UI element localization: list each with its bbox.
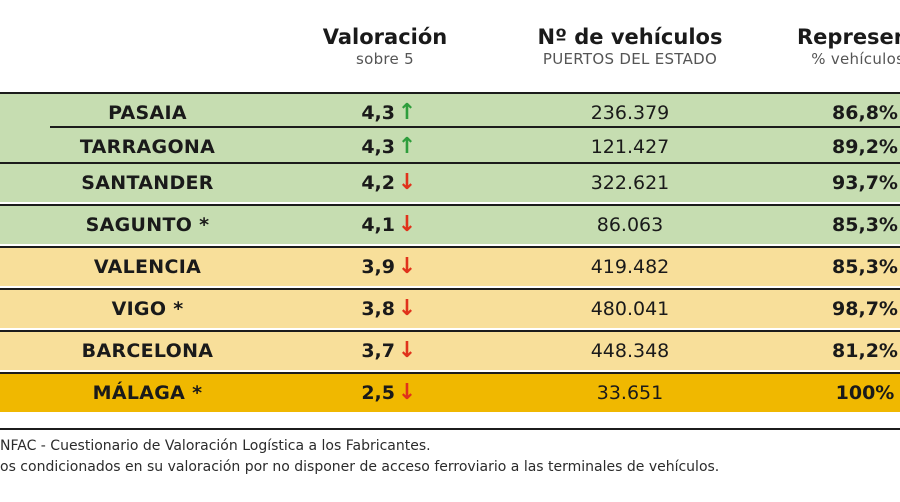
port-name: PASAIA <box>108 102 187 124</box>
header-representa-subtitle: % vehículos a <box>811 50 900 68</box>
trend-arrow-icon: ↓ <box>397 380 417 405</box>
score-value: 4,2 <box>361 172 395 194</box>
table-row: MÁLAGA * 2,5 ↓ 33.651 100% <box>0 372 900 412</box>
port-name: SANTANDER <box>81 172 214 194</box>
vehicle-count: 121.427 <box>590 136 670 158</box>
vehicle-count: 419.482 <box>590 256 670 278</box>
header-valoracion: Valoración sobre 5 <box>310 0 460 68</box>
trend-arrow-icon: ↓ <box>397 296 417 321</box>
share-percent: 98,7% <box>832 298 898 320</box>
header-representa-title: Representa <box>797 25 900 49</box>
score-value: 4,1 <box>361 214 395 236</box>
port-name: VALENCIA <box>93 256 202 278</box>
vehicle-count: 322.621 <box>590 172 670 194</box>
table-bottom-rule <box>0 428 900 430</box>
share-percent: 85,3% <box>832 256 898 278</box>
trend-arrow-icon: ↓ <box>397 254 417 279</box>
score-value: 3,7 <box>361 340 395 362</box>
share-percent: 100% <box>835 382 895 404</box>
vehicle-count: 86.063 <box>596 214 664 236</box>
port-name: SAGUNTO * <box>85 214 210 236</box>
score-value: 4,3 <box>361 102 395 124</box>
share-percent: 81,2% <box>832 340 898 362</box>
share-percent: 85,3% <box>832 214 898 236</box>
score-value: 2,5 <box>361 382 395 404</box>
row-divider <box>50 126 900 128</box>
table-row: BARCELONA 3,7 ↓ 448.348 81,2% <box>0 330 900 370</box>
table-row: PASAIA 4,3 ↑ 236.379 86,8% <box>0 92 900 132</box>
trend-arrow-icon: ↓ <box>397 212 417 237</box>
header-valoracion-subtitle: sobre 5 <box>356 50 414 68</box>
vehicle-count: 236.379 <box>590 102 670 124</box>
header-representa: Representa % vehículos a <box>765 0 900 68</box>
score-value: 4,3 <box>361 136 395 158</box>
port-name: TARRAGONA <box>79 136 216 158</box>
port-name: BARCELONA <box>81 340 214 362</box>
share-percent: 93,7% <box>832 172 898 194</box>
header-vehiculos-title: Nº de vehículos <box>537 25 723 49</box>
vehicle-count: 480.041 <box>590 298 670 320</box>
trend-arrow-icon: ↑ <box>397 134 417 159</box>
vehicle-count: 33.651 <box>596 382 664 404</box>
table-row: VALENCIA 3,9 ↓ 419.482 85,3% <box>0 246 900 286</box>
port-name: MÁLAGA * <box>92 382 203 404</box>
table-header: Valoración sobre 5 Nº de vehículos PUERT… <box>0 0 900 92</box>
vehicle-count: 448.348 <box>590 340 670 362</box>
trend-arrow-icon: ↓ <box>397 338 417 363</box>
table-row: VIGO * 3,8 ↓ 480.041 98,7% <box>0 288 900 328</box>
footnote-asterisk: os condicionados en su valoración por no… <box>0 459 720 475</box>
header-vehiculos-subtitle: PUERTOS DEL ESTADO <box>542 50 718 68</box>
share-percent: 89,2% <box>832 136 898 158</box>
table-row: TARRAGONA 4,3 ↑ 121.427 89,2% <box>0 126 900 166</box>
trend-arrow-icon: ↓ <box>397 170 417 195</box>
header-vehiculos: Nº de vehículos PUERTOS DEL ESTADO <box>500 0 760 68</box>
footnote-source: NFAC - Cuestionario de Valoración Logíst… <box>0 438 431 454</box>
port-name: VIGO * <box>111 298 184 320</box>
table-row: SANTANDER 4,2 ↓ 322.621 93,7% <box>0 162 900 202</box>
share-percent: 86,8% <box>832 102 898 124</box>
score-value: 3,9 <box>361 256 395 278</box>
score-value: 3,8 <box>361 298 395 320</box>
table-row: SAGUNTO * 4,1 ↓ 86.063 85,3% <box>0 204 900 244</box>
header-valoracion-title: Valoración <box>322 25 448 49</box>
trend-arrow-icon: ↑ <box>397 100 417 125</box>
